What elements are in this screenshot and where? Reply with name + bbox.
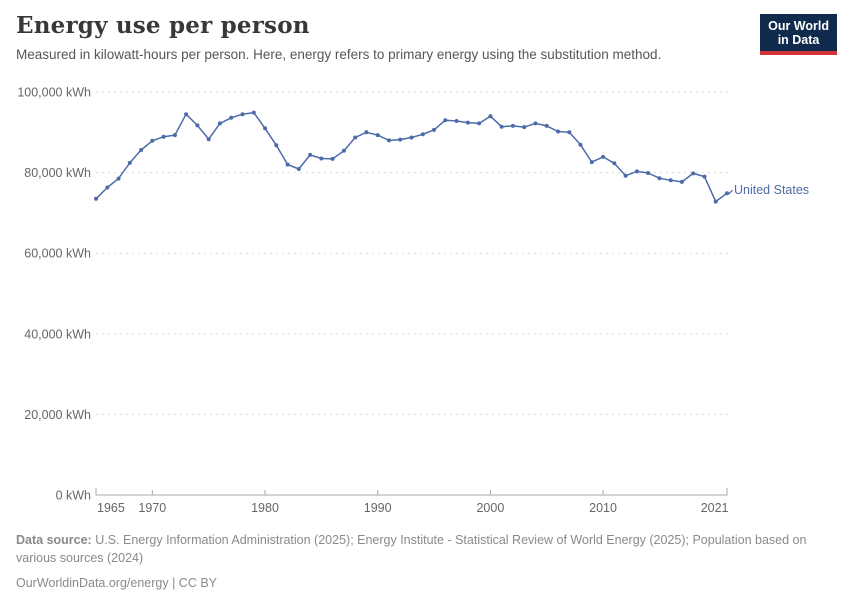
svg-text:2000: 2000: [476, 501, 504, 515]
series-end-label: United States: [728, 183, 809, 197]
owid-logo-line2: in Data: [777, 33, 820, 48]
x-axis: [95, 488, 728, 496]
svg-text:2021: 2021: [701, 501, 729, 515]
svg-text:1980: 1980: [251, 501, 279, 515]
y-gridlines: [96, 91, 730, 415]
svg-text:100,000 kWh: 100,000 kWh: [17, 86, 91, 100]
owid-link[interactable]: OurWorldinData.org/energy | CC BY: [16, 576, 218, 591]
svg-text:2010: 2010: [589, 501, 617, 515]
data-source-note: Data source: U.S. Energy Information Adm…: [16, 531, 822, 567]
svg-text:1965: 1965: [97, 501, 125, 515]
data-source-text: U.S. Energy Information Administration (…: [16, 533, 807, 566]
x-tick-labels: 1965 1970 1980 1990 2000 2010 2021: [97, 501, 729, 515]
svg-text:40,000 kWh: 40,000 kWh: [24, 327, 91, 341]
owid-logo[interactable]: Our World in Data: [760, 14, 837, 55]
svg-text:1970: 1970: [138, 501, 166, 515]
data-line[interactable]: [95, 111, 728, 203]
svg-text:0 kWh: 0 kWh: [56, 489, 91, 503]
data-source-label: Data source:: [16, 533, 92, 547]
svg-text:60,000 kWh: 60,000 kWh: [24, 247, 91, 261]
y-tick-labels: 0 kWh 20,000 kWh 40,000 kWh 60,000 kWh 80,00…: [17, 86, 91, 503]
svg-text:1990: 1990: [364, 501, 392, 515]
chart-subtitle: Measured in kilowatt-hours per person. H…: [16, 47, 662, 62]
svg-text:United States: United States: [734, 183, 809, 197]
svg-text:80,000 kWh: 80,000 kWh: [24, 166, 91, 180]
page-title: Energy use per person: [16, 12, 310, 39]
svg-text:20,000 kWh: 20,000 kWh: [24, 408, 91, 422]
chart-footer: Data source: U.S. Energy Information Adm…: [16, 531, 822, 592]
line-chart[interactable]: 0 kWh 20,000 kWh 40,000 kWh 60,000 kWh 80,00…: [0, 80, 850, 520]
owid-logo-line1: Our World: [768, 19, 829, 33]
chart-header: Energy use per person Measured in kilowa…: [16, 12, 766, 62]
data-points[interactable]: [94, 110, 729, 204]
